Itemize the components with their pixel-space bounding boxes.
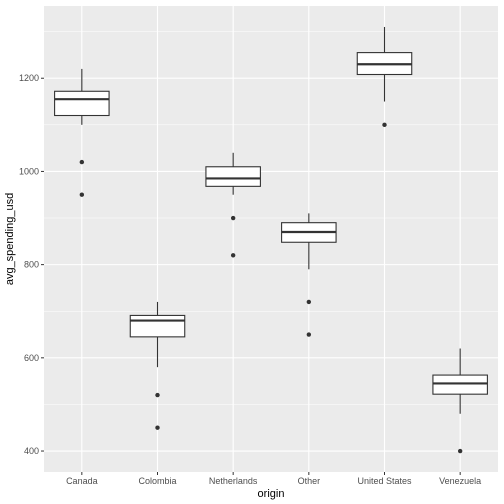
box [205, 166, 261, 187]
outlier-point [79, 192, 85, 197]
outlier-point [457, 448, 463, 454]
y-tick-label: 1000 [19, 166, 39, 176]
box [129, 314, 186, 338]
box-group [281, 213, 337, 337]
box-group [129, 301, 186, 430]
outlier-point [306, 332, 312, 337]
x-axis-title: origin [258, 488, 285, 500]
outlier-point [155, 425, 160, 430]
y-tick-label: 800 [24, 260, 39, 270]
x-tick-label: Colombia [138, 476, 176, 486]
box [432, 374, 488, 395]
box [54, 90, 110, 117]
box-group [54, 68, 110, 197]
y-tick-label: 1200 [19, 73, 39, 83]
outlier-point [155, 392, 160, 398]
box-group [356, 26, 413, 128]
outlier-point [79, 159, 85, 165]
outlier-point [230, 253, 236, 258]
y-axis: 400 600 800 1000 1200 [19, 73, 44, 456]
x-tick-label: Other [298, 476, 321, 486]
y-tick-label: 600 [24, 353, 39, 363]
x-tick-label: Netherlands [209, 476, 258, 486]
y-tick-label: 400 [24, 446, 39, 456]
box-group [205, 152, 261, 258]
outlier-point [382, 122, 387, 128]
outlier-point [230, 215, 236, 221]
x-tick-label: United States [357, 476, 412, 486]
x-axis: Canada Colombia Netherlands Other United Sta… [66, 472, 481, 486]
x-tick-label: Venezuela [439, 476, 481, 486]
boxes [54, 26, 488, 454]
x-tick-label: Canada [66, 476, 98, 486]
box-group [432, 348, 488, 454]
outlier-point [306, 299, 312, 305]
panel-background [44, 6, 498, 472]
y-axis-title: avg_spending_usd [4, 193, 16, 285]
